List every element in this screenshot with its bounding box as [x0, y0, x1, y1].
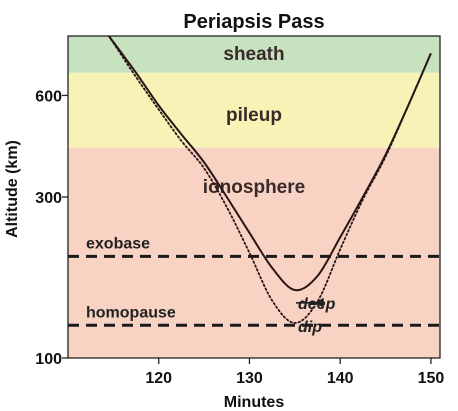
- y-tick-label: 100: [35, 351, 62, 368]
- reference-label-homopause: homopause: [86, 304, 176, 321]
- deep-dip-annotation: deep dip: [296, 296, 336, 336]
- region-label-ionosphere: ionosphere: [203, 177, 305, 198]
- annotation-text-deep: deep: [298, 296, 336, 313]
- series-line-solid: [108, 36, 432, 292]
- axis-ticks: 120 130 140 150 100 300 600: [35, 88, 444, 387]
- y-tick-label: 300: [35, 190, 62, 207]
- altitude-regions: [68, 36, 440, 358]
- reference-label-exobase: exobase: [86, 235, 150, 252]
- x-tick-label: 130: [236, 370, 263, 387]
- x-tick-label: 140: [327, 370, 354, 387]
- x-tick-label: 150: [418, 370, 445, 387]
- series-lines: [107, 36, 432, 324]
- region-label-pileup: pileup: [226, 105, 282, 126]
- region-sheath: [68, 36, 440, 73]
- x-axis-label: Minutes: [224, 394, 285, 411]
- x-tick-label: 120: [145, 370, 172, 387]
- chart-title: Periapsis Pass: [183, 11, 324, 33]
- annotation-arrow-head: [314, 297, 324, 308]
- region-ionosphere: [68, 147, 440, 358]
- reference-lines: exobase homopause: [68, 235, 440, 327]
- annotation-text-dip: dip: [298, 319, 322, 336]
- region-labels: sheath pileup ionosphere: [203, 44, 305, 198]
- y-tick-label: 600: [35, 88, 62, 105]
- series-line-dotted: [107, 36, 432, 324]
- region-pileup: [68, 72, 440, 148]
- region-label-sheath: sheath: [223, 44, 284, 65]
- y-axis-label: Altitude (km): [4, 140, 21, 238]
